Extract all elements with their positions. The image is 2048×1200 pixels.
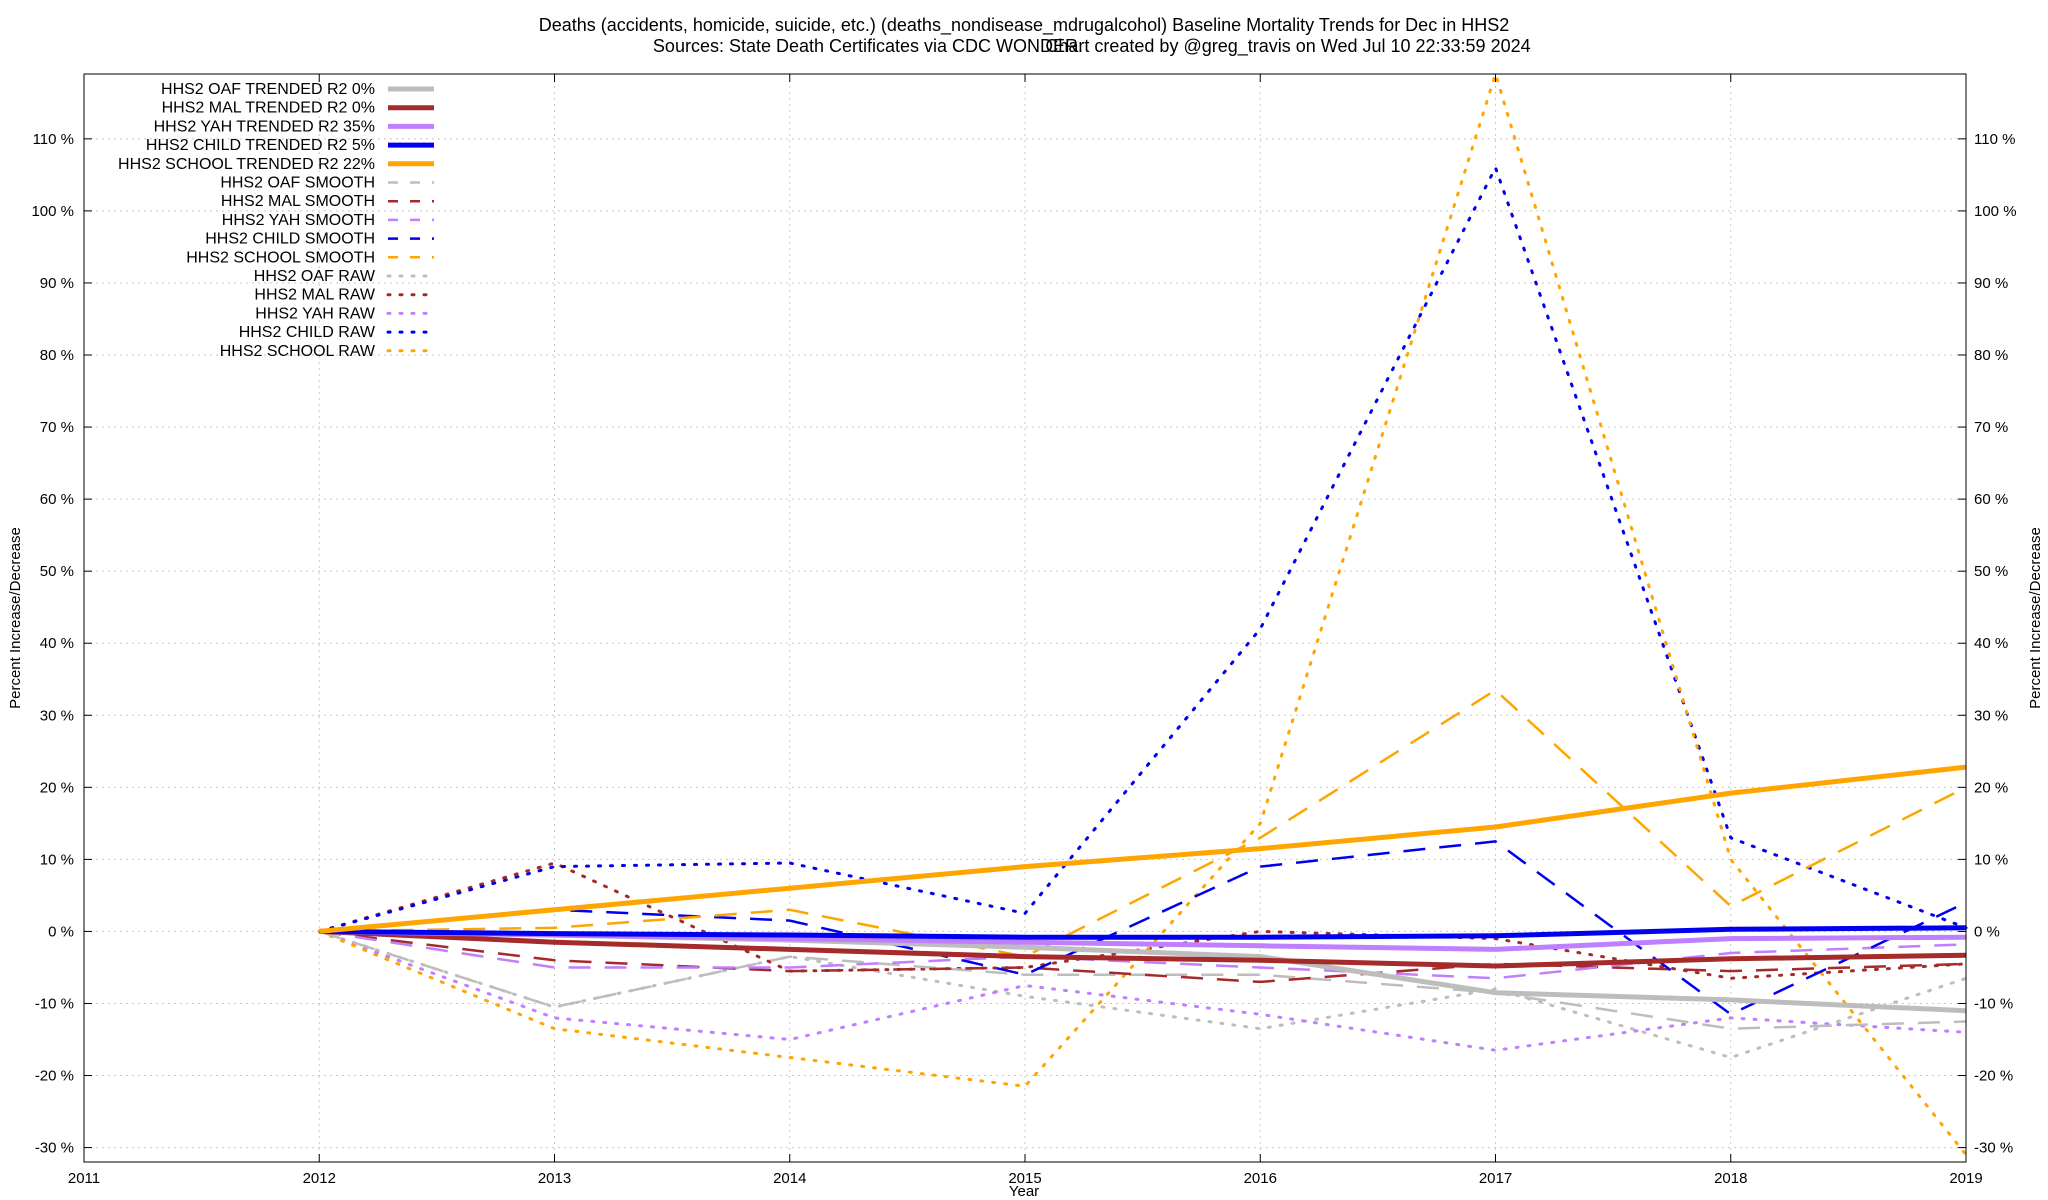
y-tick-label-right: 90 % xyxy=(1974,275,2008,292)
series-line-hhs2-oaf-raw xyxy=(317,929,1968,1059)
x-tick-label: 2015 xyxy=(1008,1170,1041,1187)
y-tick-label-left: 20 % xyxy=(40,779,74,796)
series-line-hhs2-yah-raw xyxy=(317,929,1968,1052)
y-tick-label-right: 0 % xyxy=(1974,923,2000,940)
y-tick-label-right: 70 % xyxy=(1974,419,2008,436)
legend-label-hhs2-yah-trended-r2: HHS2 YAH TRENDED R2 35% xyxy=(154,118,375,135)
legend-label-hhs2-mal-smooth: HHS2 MAL SMOOTH xyxy=(221,193,375,210)
y-tick-label-left: 110 % xyxy=(33,131,74,148)
y-tick-label-right: 10 % xyxy=(1974,851,2008,868)
y-tick-label-right: 60 % xyxy=(1974,491,2008,508)
x-tick-label: 2017 xyxy=(1479,1170,1512,1187)
chart-title: Deaths (accidents, homicide, suicide, et… xyxy=(539,15,1509,36)
series-line-hhs2-yah-smooth xyxy=(319,930,1967,980)
x-tick-label: 2012 xyxy=(303,1170,336,1187)
x-tick-label: 2019 xyxy=(1949,1170,1982,1187)
x-tick-label: 2011 xyxy=(68,1170,100,1187)
series-line-hhs2-child-trended-r2 xyxy=(319,925,1967,940)
y-tick-label-right: 20 % xyxy=(1974,779,2008,796)
y-tick-label-right: 80 % xyxy=(1974,347,2008,364)
y-axis-label-left: Percent Increase/Decrease xyxy=(7,527,24,709)
y-tick-label-left: -20 % xyxy=(35,1068,74,1085)
series-line-hhs2-mal-raw xyxy=(317,861,1968,980)
legend-label-hhs2-child-trended-r2: HHS2 CHILD TRENDED R2 5% xyxy=(146,137,375,154)
x-tick-label: 2016 xyxy=(1244,1170,1277,1187)
y-tick-label-left: 80 % xyxy=(40,347,74,364)
y-tick-label-left: 70 % xyxy=(40,419,74,436)
chart-subtitle-credit: Chart created by @greg_travis on Wed Jul… xyxy=(1045,36,1530,57)
y-tick-label-right: 110 % xyxy=(1974,131,2015,148)
legend-label-hhs2-child-smooth: HHS2 CHILD SMOOTH xyxy=(205,231,375,248)
y-tick-label-right: 100 % xyxy=(1974,203,2017,220)
series-line-hhs2-school-smooth xyxy=(319,688,1967,958)
chart-subtitle-sources: Sources: State Death Certificates via CD… xyxy=(653,36,1083,56)
series-line-hhs2-school-trended-r2 xyxy=(319,764,1967,934)
series-line-hhs2-child-smooth xyxy=(319,840,1967,1016)
legend: HHS2 OAF TRENDED R2 0% HHS2 MAL TRENDED R… xyxy=(118,81,436,360)
legend-label-hhs2-oaf-smooth: HHS2 OAF SMOOTH xyxy=(220,175,375,192)
y-tick-label-left: -10 % xyxy=(35,995,74,1012)
x-tick-label: 2014 xyxy=(773,1170,806,1187)
y-tick-label-left: 40 % xyxy=(40,635,74,652)
legend-label-hhs2-oaf-trended-r2: HHS2 OAF TRENDED R2 0% xyxy=(161,81,375,98)
y-tick-label-left: 50 % xyxy=(40,563,74,580)
y-tick-label-right: -20 % xyxy=(1974,1068,2013,1085)
legend-label-hhs2-yah-raw: HHS2 YAH RAW xyxy=(255,305,376,322)
y-tick-label-left: 10 % xyxy=(40,851,74,868)
legend-label-hhs2-child-raw: HHS2 CHILD RAW xyxy=(239,324,376,341)
y-tick-label-right: 40 % xyxy=(1974,635,2008,652)
legend-label-hhs2-mal-trended-r2: HHS2 MAL TRENDED R2 0% xyxy=(162,100,375,117)
legend-label-hhs2-yah-smooth: HHS2 YAH SMOOTH xyxy=(222,212,375,229)
legend-label-hhs2-school-trended-r2: HHS2 SCHOOL TRENDED R2 22% xyxy=(118,156,375,173)
y-axis-label-right: Percent Increase/Decrease xyxy=(2027,527,2044,709)
x-axis-label: Year xyxy=(1009,1183,1039,1200)
y-tick-label-left: 100 % xyxy=(31,203,74,220)
y-tick-label-right: 30 % xyxy=(1974,707,2008,724)
y-tick-label-left: 30 % xyxy=(40,707,74,724)
y-tick-label-right: 50 % xyxy=(1974,563,2008,580)
x-tick-label: 2018 xyxy=(1714,1170,1747,1187)
legend-label-hhs2-mal-raw: HHS2 MAL RAW xyxy=(254,287,376,304)
y-tick-label-left: 0 % xyxy=(48,923,74,940)
x-tick-label: 2013 xyxy=(538,1170,571,1187)
legend-label-hhs2-school-raw: HHS2 SCHOOL RAW xyxy=(220,343,376,360)
y-tick-label-left: -30 % xyxy=(35,1140,74,1157)
y-tick-label-right: -30 % xyxy=(1974,1140,2013,1157)
series-line-hhs2-mal-smooth xyxy=(319,930,1967,984)
y-tick-label-right: -10 % xyxy=(1974,995,2013,1012)
y-tick-label-left: 90 % xyxy=(40,275,74,292)
legend-label-hhs2-school-smooth: HHS2 SCHOOL SMOOTH xyxy=(186,249,375,266)
y-tick-label-left: 60 % xyxy=(40,491,74,508)
series-line-hhs2-child-raw xyxy=(317,166,1968,933)
series-line-hhs2-mal-trended-r2 xyxy=(319,928,1967,969)
axis-ticks: 2011 2012 2013 2014 2015 2016 2017 2018 2019 -30 … xyxy=(31,74,2017,1187)
legend-label-hhs2-oaf-raw: HHS2 OAF RAW xyxy=(254,268,376,285)
plot-series xyxy=(317,72,1968,1157)
series-line-hhs2-oaf-smooth xyxy=(318,930,1967,1030)
